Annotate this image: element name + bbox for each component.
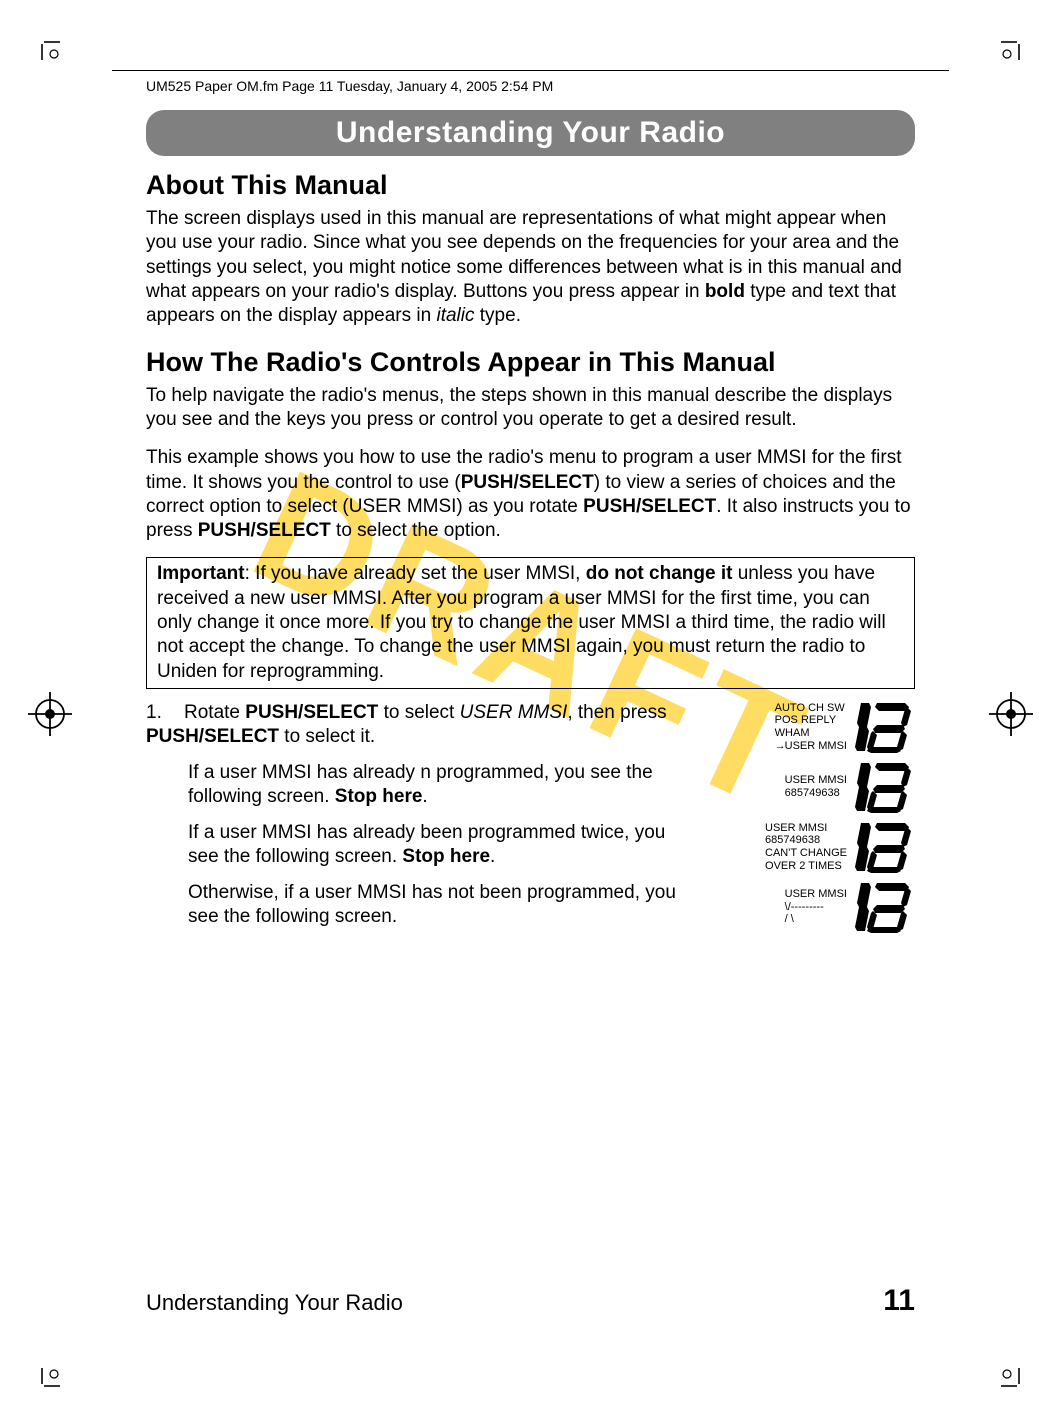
important-note-box: Important: If you have already set the u… <box>146 557 915 689</box>
substep-1-row: If a user MMSI has already n programmed,… <box>146 761 915 813</box>
print-header: UM525 Paper OM.fm Page 11 Tuesday, Janua… <box>146 78 553 94</box>
section1-body: The screen displays used in this manual … <box>146 207 915 329</box>
crop-mark-bl <box>26 1368 60 1402</box>
section1-italic: italic <box>436 305 474 326</box>
substep-1-text: If a user MMSI has already n programmed,… <box>146 761 687 810</box>
lcd-display-4: USER MMSI \/--------- / \ <box>705 881 915 933</box>
lcd1-menu: AUTO CH SW POS REPLY WHAM →USER MMSI <box>775 702 847 753</box>
page-footer: Understanding Your Radio 11 <box>146 1284 915 1318</box>
section-heading-controls: How The Radio's Controls Appear in This … <box>146 347 915 378</box>
substep-2-text: If a user MMSI has already been programm… <box>146 821 687 870</box>
header-rule <box>112 70 949 71</box>
lcd1-channel <box>853 701 915 753</box>
lcd2-menu: USER MMSI 685749638 <box>785 774 847 799</box>
footer-page-number: 11 <box>883 1284 915 1318</box>
lcd-display-3: USER MMSI 685749638 CAN'T CHANGE OVER 2 … <box>705 821 915 873</box>
lcd-display-2: USER MMSI 685749638 <box>705 761 915 813</box>
section1-bold: bold <box>705 281 745 302</box>
crop-mark-br <box>1001 1368 1035 1402</box>
lcd3-channel <box>853 821 915 873</box>
important-label: Important <box>157 563 245 584</box>
step-1-row: 1.Rotate PUSH/SELECT to select USER MMSI… <box>146 701 915 753</box>
section2-p1: To help navigate the radio's menus, the … <box>146 384 915 433</box>
crop-mark-tl <box>26 26 60 60</box>
section-heading-about: About This Manual <box>146 170 915 201</box>
section1-post: type. <box>475 305 521 326</box>
content-column: Understanding Your Radio About This Manu… <box>146 110 915 941</box>
lcd3-menu: USER MMSI 685749638 CAN'T CHANGE OVER 2 … <box>765 822 847 873</box>
substep-3-text: Otherwise, if a user MMSI has not been p… <box>146 881 687 930</box>
lcd-display-1: AUTO CH SW POS REPLY WHAM →USER MMSI <box>705 701 915 753</box>
page: UM525 Paper OM.fm Page 11 Tuesday, Janua… <box>0 0 1061 1428</box>
lcd2-channel <box>853 761 915 813</box>
registration-mark-left <box>28 692 72 736</box>
lcd4-channel <box>853 881 915 933</box>
registration-mark-right <box>989 692 1033 736</box>
lcd4-menu: USER MMSI \/--------- / \ <box>785 888 847 926</box>
crop-mark-tr <box>1001 26 1035 60</box>
substep-3-row: Otherwise, if a user MMSI has not been p… <box>146 881 915 933</box>
footer-chapter-title: Understanding Your Radio <box>146 1290 403 1316</box>
chapter-title-bar: Understanding Your Radio <box>146 110 915 156</box>
menu-arrow-icon: → <box>775 740 785 753</box>
substep-2-row: If a user MMSI has already been programm… <box>146 821 915 873</box>
step-1-text: 1.Rotate PUSH/SELECT to select USER MMSI… <box>146 701 687 750</box>
section2-p2: This example shows you how to use the ra… <box>146 446 915 543</box>
